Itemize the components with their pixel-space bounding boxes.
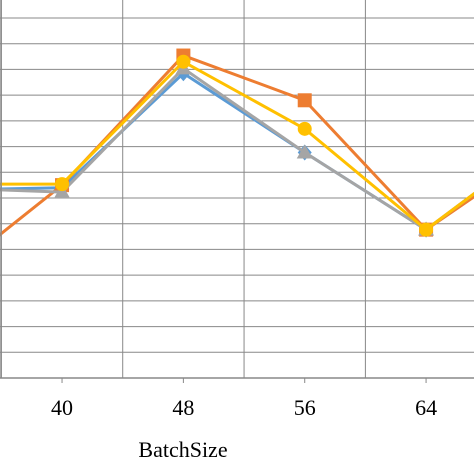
point (176, 54, 191, 69)
x-axis-title: BatchSize (138, 437, 227, 462)
series-line (0, 59, 474, 232)
point (296, 144, 313, 159)
series-line (0, 53, 474, 237)
plot-area (0, 0, 474, 378)
x-tick-label: 64 (415, 395, 437, 420)
point (55, 177, 70, 192)
point (297, 93, 312, 108)
x-tick-label: 56 (294, 395, 316, 420)
point (297, 121, 312, 136)
point (419, 222, 434, 237)
x-tick-label: 48 (172, 395, 194, 420)
x-tick-label: 40 (51, 395, 73, 420)
